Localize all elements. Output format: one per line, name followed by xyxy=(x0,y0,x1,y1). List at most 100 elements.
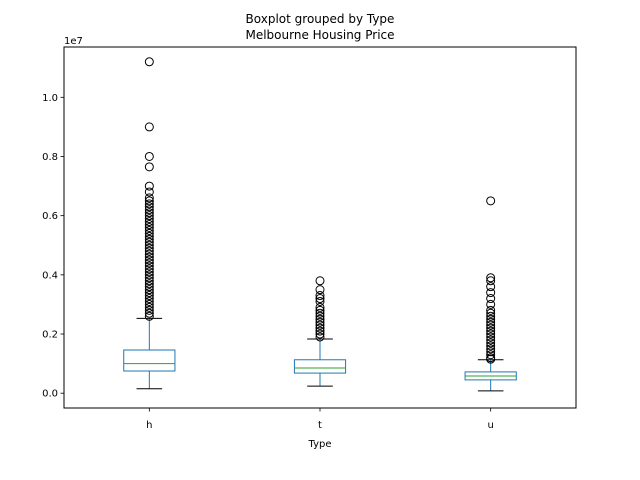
outlier-point xyxy=(144,151,154,161)
iqr-box xyxy=(123,349,176,372)
y-tick-label: 0.4 xyxy=(42,270,58,281)
outlier-point xyxy=(315,305,325,315)
outlier-point xyxy=(144,305,154,315)
outlier-point xyxy=(315,294,325,304)
outlier-point xyxy=(486,341,496,351)
outlier-point xyxy=(144,240,154,250)
outlier-point xyxy=(144,258,154,268)
y-tick-label: 1.0 xyxy=(42,93,58,104)
y-tick-label: 0.2 xyxy=(42,330,58,341)
outlier-point xyxy=(486,282,496,292)
outlier-point xyxy=(486,320,496,330)
outlier-point xyxy=(144,246,154,256)
outlier-point xyxy=(144,211,154,221)
outlier-point xyxy=(144,308,154,318)
outlier-point xyxy=(144,270,154,280)
y-offset-label: 1e7 xyxy=(64,36,83,47)
outlier-point xyxy=(144,57,154,67)
outlier-point xyxy=(144,294,154,304)
outlier-point xyxy=(315,276,325,286)
outlier-point xyxy=(144,205,154,215)
outlier-point xyxy=(144,311,154,321)
outlier-point xyxy=(144,181,154,191)
outlier-point xyxy=(315,291,325,301)
outlier-point xyxy=(486,314,496,324)
outlier-point xyxy=(144,279,154,289)
outlier-point xyxy=(315,285,325,295)
outlier-point xyxy=(486,273,496,283)
chart-title: Melbourne Housing Price xyxy=(245,28,394,42)
outlier-point xyxy=(486,332,496,342)
outlier-point xyxy=(144,217,154,227)
outlier-point xyxy=(486,317,496,327)
outlier-point xyxy=(315,326,325,336)
outlier-point xyxy=(144,228,154,238)
outlier-point xyxy=(144,288,154,298)
outlier-point xyxy=(315,296,325,306)
outlier-point xyxy=(144,249,154,259)
box-group-t xyxy=(293,276,347,387)
outlier-point xyxy=(144,196,154,206)
outlier-point xyxy=(144,202,154,212)
x-tick-label: u xyxy=(487,420,493,431)
iqr-box xyxy=(293,359,347,374)
outlier-point xyxy=(144,267,154,277)
plot-area xyxy=(123,57,517,392)
outlier-point xyxy=(486,353,496,363)
outlier-point xyxy=(144,208,154,218)
outlier-point xyxy=(315,311,325,321)
outlier-point xyxy=(315,314,325,324)
outlier-point xyxy=(315,332,325,342)
outlier-point xyxy=(144,220,154,230)
outlier-point xyxy=(486,311,496,321)
outlier-point xyxy=(486,323,496,333)
outlier-point xyxy=(144,261,154,271)
outlier-point xyxy=(486,338,496,348)
outlier-point xyxy=(486,329,496,339)
outlier-point xyxy=(315,308,325,318)
outlier-point xyxy=(144,264,154,274)
outlier-point xyxy=(486,344,496,354)
y-axis: 0.0 0.2 0.4 0.6 0.8 1.0 xyxy=(42,93,64,400)
x-tick-label: h xyxy=(146,420,152,431)
outlier-point xyxy=(144,291,154,301)
outlier-point xyxy=(486,305,496,315)
outlier-point xyxy=(486,335,496,345)
outlier-point xyxy=(315,317,325,327)
outlier-point xyxy=(144,276,154,286)
outlier-point xyxy=(144,199,154,209)
box-group-u xyxy=(464,196,517,392)
outlier-point xyxy=(144,252,154,262)
box-group-h xyxy=(123,57,176,390)
y-tick-label: 0.0 xyxy=(42,389,58,400)
outlier-point xyxy=(144,237,154,247)
outlier-point xyxy=(144,285,154,295)
outlier-point xyxy=(315,323,325,333)
outlier-point xyxy=(144,243,154,253)
outlier-point xyxy=(144,214,154,224)
x-axis-label: Type xyxy=(308,439,332,450)
outlier-point xyxy=(486,276,496,286)
outlier-point xyxy=(315,302,325,312)
outlier-point xyxy=(486,196,496,206)
outlier-point xyxy=(144,231,154,241)
outlier-point xyxy=(144,302,154,312)
outlier-point xyxy=(486,347,496,357)
outlier-point xyxy=(315,329,325,339)
outlier-point xyxy=(486,308,496,318)
outlier-point xyxy=(144,282,154,292)
outlier-point xyxy=(144,122,154,132)
outlier-point xyxy=(144,193,154,203)
y-tick-label: 0.8 xyxy=(42,152,58,163)
outlier-point xyxy=(486,350,496,360)
outlier-point xyxy=(315,320,325,330)
outlier-point xyxy=(486,288,496,298)
outlier-point xyxy=(144,162,154,172)
outlier-point xyxy=(144,223,154,232)
outlier-point xyxy=(486,326,496,336)
outlier-point xyxy=(144,187,154,197)
x-tick-label: t xyxy=(318,420,322,431)
outlier-point xyxy=(144,255,154,265)
